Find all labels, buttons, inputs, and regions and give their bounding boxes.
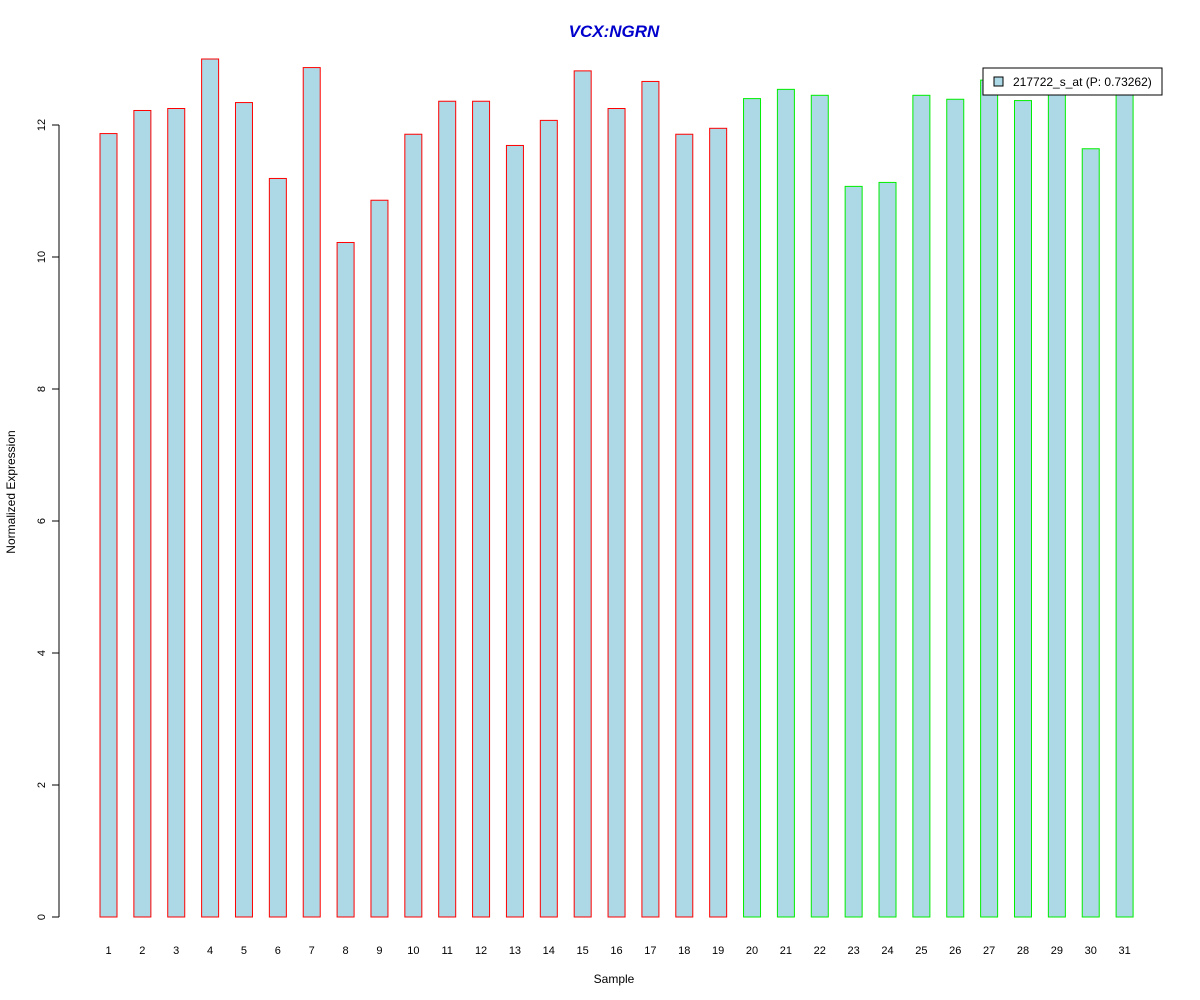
x-tick-label: 22 — [814, 945, 826, 957]
x-tick-label: 10 — [407, 945, 419, 957]
y-tick-label: 12 — [36, 119, 48, 131]
bar-sample-30 — [1081, 148, 1100, 918]
bar-sample-26 — [946, 98, 965, 918]
bar-sample-19 — [709, 127, 728, 918]
x-tick-label: 23 — [848, 945, 860, 957]
x-tick-label: 30 — [1085, 945, 1097, 957]
chart-title: VCX:NGRN — [569, 22, 660, 41]
x-tick-label: 4 — [207, 945, 213, 957]
x-tick-label: 6 — [275, 945, 281, 957]
y-axis: 0 2 4 6 8 10 12 — [36, 119, 60, 920]
x-tick-label: 17 — [644, 945, 656, 957]
legend: 217722_s_at (P: 0.73262) — [982, 67, 1163, 96]
bar-sample-10 — [404, 133, 423, 918]
bar-sample-25 — [912, 94, 931, 918]
x-tick-label: 9 — [376, 945, 382, 957]
x-tick-label: 2 — [139, 945, 145, 957]
x-tick-label: 26 — [949, 945, 961, 957]
bar-sample-23 — [844, 185, 863, 918]
bar-sample-29 — [1047, 89, 1066, 918]
bar-sample-18 — [675, 133, 694, 918]
x-tick-label: 1 — [105, 945, 111, 957]
x-tick-label: 20 — [746, 945, 758, 957]
bar-sample-3 — [167, 108, 186, 918]
bar-sample-22 — [810, 94, 829, 918]
y-tick-label: 10 — [36, 251, 48, 263]
x-tick-label: 16 — [610, 945, 622, 957]
x-tick-label: 12 — [475, 945, 487, 957]
x-tick-label: 13 — [509, 945, 521, 957]
x-tick-label: 15 — [577, 945, 589, 957]
x-tick-label: 28 — [1017, 945, 1029, 957]
y-tick-label: 4 — [36, 650, 48, 656]
bars — [99, 58, 1134, 918]
x-tick-labels: 1 2 3 4 5 6 7 8 9 10 11 12 13 14 15 16 17 18 19 20 21 22 23 24 2… — [105, 945, 1130, 957]
bar-sample-20 — [743, 98, 762, 918]
x-axis-label: Sample — [594, 972, 635, 986]
x-tick-label: 11 — [441, 945, 452, 957]
bar-sample-7 — [302, 67, 321, 918]
y-tick-label: 6 — [36, 518, 48, 524]
bar-sample-28 — [1013, 100, 1032, 918]
x-tick-label: 25 — [915, 945, 927, 957]
x-tick-label: 29 — [1051, 945, 1063, 957]
x-tick-label: 31 — [1118, 945, 1130, 957]
bar-sample-24 — [878, 181, 897, 918]
legend-entry: 217722_s_at (P: 0.73262) — [1013, 75, 1152, 89]
bar-sample-11 — [438, 100, 457, 918]
bar-sample-9 — [370, 199, 389, 918]
x-tick-label: 5 — [241, 945, 247, 957]
bar-sample-13 — [505, 144, 524, 918]
bar-sample-21 — [776, 88, 795, 918]
bar-sample-16 — [607, 108, 626, 918]
x-tick-label: 19 — [712, 945, 724, 957]
x-tick-label: 3 — [173, 945, 179, 957]
y-tick-label: 8 — [36, 386, 48, 392]
x-tick-label: 14 — [543, 945, 555, 957]
bar-sample-2 — [133, 109, 152, 918]
x-tick-label: 7 — [309, 945, 315, 957]
legend-box — [982, 67, 1163, 96]
bar-sample-17 — [641, 80, 660, 918]
bar-sample-12 — [472, 100, 491, 918]
bar-sample-8 — [336, 241, 355, 918]
x-tick-label: 8 — [343, 945, 349, 957]
x-tick-label: 27 — [983, 945, 995, 957]
y-axis-label: Normalized Expression — [4, 430, 18, 553]
bar-sample-15 — [573, 70, 592, 918]
bar-sample-14 — [539, 119, 558, 918]
y-tick-label: 0 — [36, 914, 48, 920]
x-tick-label: 21 — [780, 945, 792, 957]
bar-sample-27 — [980, 79, 999, 918]
bar-sample-6 — [268, 177, 287, 918]
bar-sample-1 — [99, 133, 118, 918]
bar-sample-4 — [201, 58, 220, 918]
legend-swatch — [993, 76, 1004, 87]
y-tick-label: 2 — [36, 782, 48, 788]
x-tick-label: 24 — [881, 945, 893, 957]
bar-sample-31 — [1115, 81, 1134, 918]
bar-sample-5 — [234, 102, 253, 918]
x-tick-label: 18 — [678, 945, 690, 957]
